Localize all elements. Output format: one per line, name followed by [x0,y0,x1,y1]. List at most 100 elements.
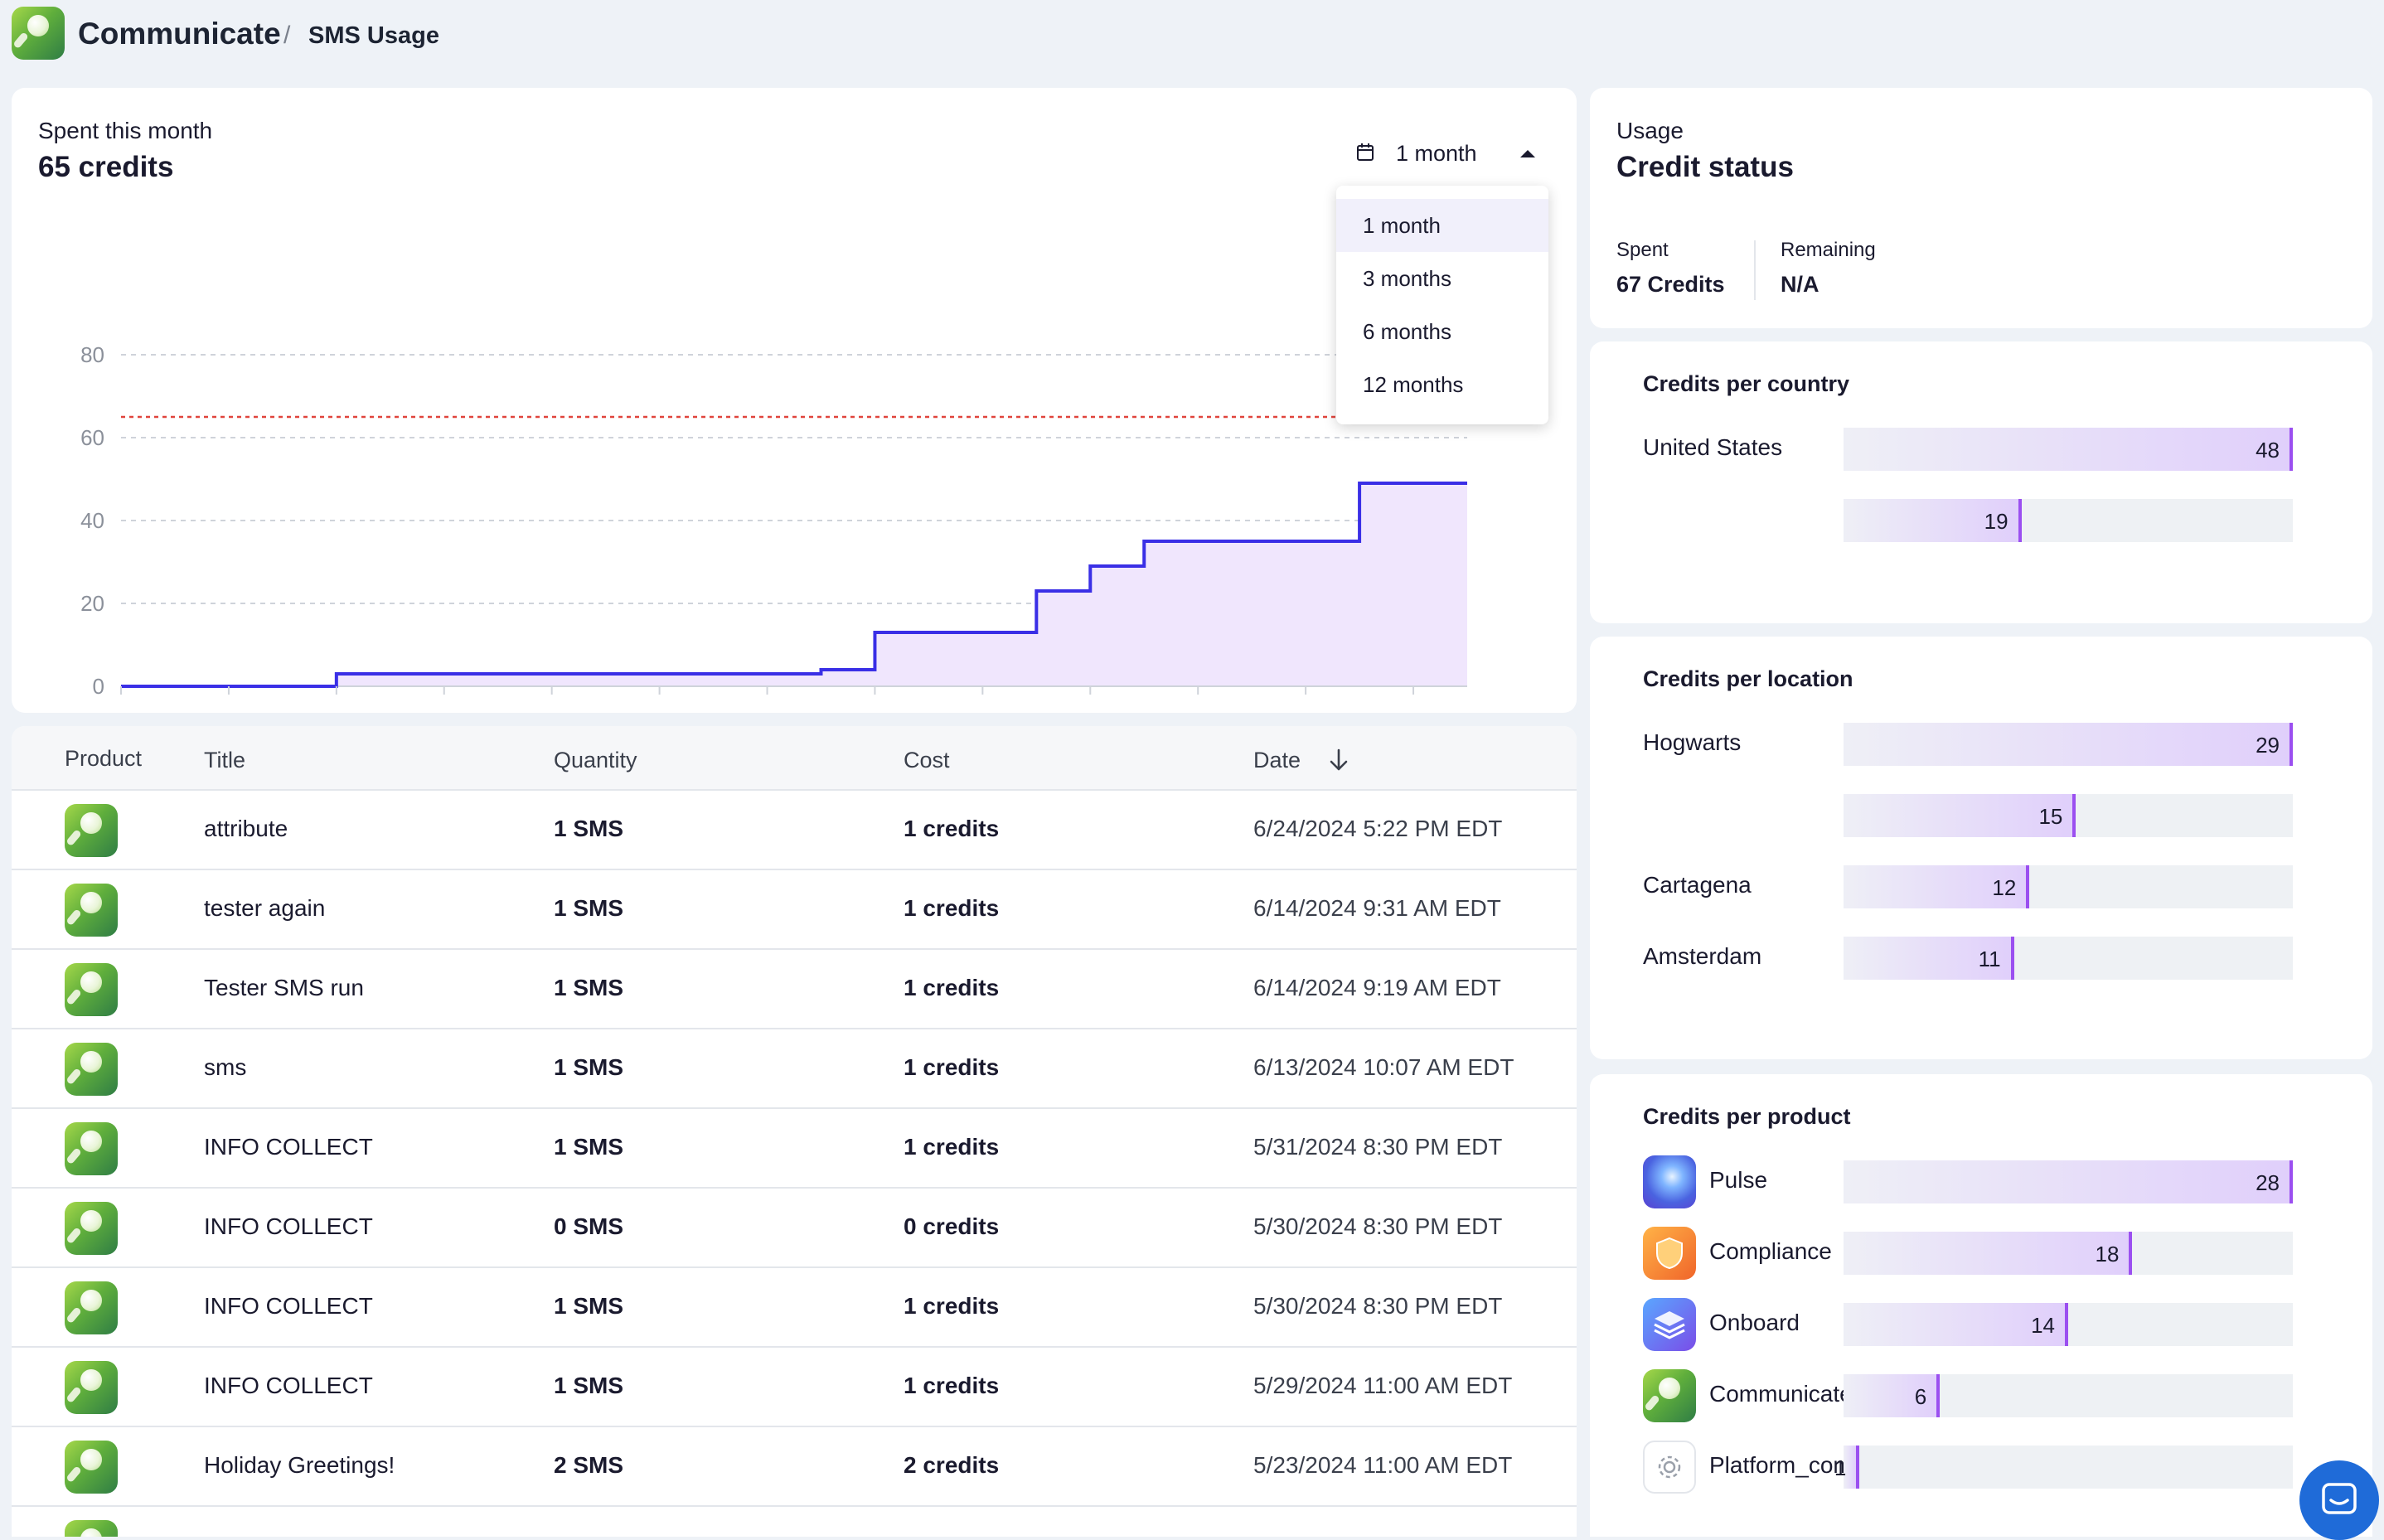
communicate-app-icon[interactable] [12,7,65,60]
table-row[interactable] [12,1505,1577,1537]
location-value: 11 [1978,947,2001,971]
x-tick-label: 06/03 [201,700,255,701]
period-option-12-months[interactable]: 12 months [1363,372,1464,397]
col-header-date[interactable]: Date [1253,748,1301,772]
x-tick-label: 06/21 [1171,700,1225,701]
row-quantity: 1 SMS [554,895,624,921]
period-option-6-months[interactable]: 6 months [1363,319,1451,344]
row-date: 6/14/2024 9:31 AM EDT [1253,895,1501,921]
gear-icon [1643,1441,1696,1494]
row-title: INFO COLLECT [204,1213,373,1239]
breadcrumb-separator: / [283,22,291,49]
product-bar-track: 18 [1844,1232,2293,1275]
country-bar-track: 48 [1844,428,2293,471]
location-bar-fill [1844,723,2293,766]
row-date: 5/29/2024 11:00 AM EDT [1253,1373,1513,1398]
row-quantity: 1 SMS [554,1054,624,1080]
compliance-icon [1643,1227,1696,1280]
row-title: INFO COLLECT [204,1134,373,1160]
product-bar-track: 28 [1844,1160,2293,1203]
table-row[interactable]: tester again 1 SMS 1 credits 6/14/2024 9:31… [12,869,1577,948]
table-row[interactable]: INFO COLLECT 1 SMS 1 credits 5/30/2024 8:30… [12,1266,1577,1346]
table-row[interactable]: INFO COLLECT 1 SMS 1 credits 5/29/2024 11:0… [12,1346,1577,1426]
table-row[interactable]: Holiday Greetings! 2 SMS 2 credits 5/23/202… [12,1426,1577,1505]
x-tick-label: 06/15 [848,700,902,701]
communicate-product-icon [65,963,118,1016]
communicate-product-icon [65,1122,118,1175]
row-title: sms [204,1054,247,1080]
credits-per-product-title: Credits per product [1643,1104,1851,1129]
table-header-row [12,726,1577,789]
row-date: 5/31/2024 8:30 PM EDT [1253,1134,1503,1160]
y-tick-label: 20 [80,591,104,616]
x-tick-label: 06/01 [94,700,148,701]
credits-per-location-title: Credits per location [1643,666,1853,691]
location-bar-track: 15 [1844,794,2293,837]
product-bar-fill [1844,1374,1941,1417]
usage-chart: 0 20 40 60 80 06/01 06/03 06/05 06/07 06/09 06/11 0… [80,342,1467,701]
product-label: Pulse [1709,1167,1768,1193]
row-cost: 1 credits [904,1373,1000,1398]
table-row[interactable]: Tester SMS run 1 SMS 1 credits 6/14/2024 9:… [12,948,1577,1028]
row-cost: 0 credits [904,1213,1000,1239]
location-value: 15 [2038,804,2063,829]
table-row[interactable]: sms 1 SMS 1 credits 6/13/2024 10:07 AM EDT [12,1028,1577,1107]
chat-widget-button[interactable] [2299,1460,2379,1540]
product-bar-fill [1844,1160,2293,1203]
y-tick-label: 40 [80,508,104,533]
credit-status-title: Credit status [1616,151,1794,183]
spent-value: 65 credits [38,151,174,183]
table-row[interactable]: INFO COLLECT 0 SMS 0 credits 5/30/2024 8:30… [12,1187,1577,1266]
row-cost: 1 credits [904,1293,1000,1319]
pulse-icon [1643,1155,1696,1208]
period-option-3-months[interactable]: 3 months [1363,266,1451,291]
row-quantity: 1 SMS [554,1134,624,1160]
series-area [121,483,1467,686]
location-label: Amsterdam [1643,943,1762,969]
row-title: INFO COLLECT [204,1293,373,1319]
row-cost: 1 credits [904,1054,1000,1080]
remaining-stat-value: N/A [1781,272,1819,297]
y-tick-label: 60 [80,425,104,450]
row-title: Tester SMS run [204,975,364,1000]
row-cost: 2 credits [904,1452,1000,1478]
x-tick-label: 06/19 [1064,700,1117,701]
country-bar-fill [1844,428,2293,471]
sort-arrow-down-icon[interactable] [1328,748,1349,772]
location-label: Hogwarts [1643,729,1742,755]
credit-status-card: Usage Credit status Spent 67 Credits Rem… [1590,88,2372,328]
spent-chart-card: Spent this month 65 credits 1 month 0 20 4… [12,88,1577,713]
table-row[interactable]: INFO COLLECT 1 SMS 1 credits 5/31/2024 8:30… [12,1107,1577,1187]
location-bar-fill [1844,937,2014,980]
series-line [121,482,1467,688]
app-name[interactable]: Communicate [78,17,281,51]
period-select-value: 1 month [1396,141,1477,166]
row-date: 5/30/2024 8:30 PM EDT [1253,1213,1503,1239]
x-tick-label: 06/13 [740,700,794,701]
location-bar-fill [1844,794,2076,837]
product-bar-fill [1844,1303,2068,1346]
row-title: tester again [204,895,326,921]
y-tick-label: 80 [80,342,104,367]
country-value: 19 [1984,509,2008,534]
x-tick-label: 06/11 [633,700,686,701]
location-value: 29 [2256,733,2280,758]
row-quantity: 0 SMS [554,1213,624,1239]
row-date: 5/30/2024 8:30 PM EDT [1253,1293,1503,1319]
product-value: 28 [2256,1170,2280,1195]
period-option-1-month[interactable]: 1 month [1336,199,1548,252]
period-select[interactable]: 1 month [1356,134,1548,174]
table-row[interactable]: attribute 1 SMS 1 credits 6/24/2024 5:22 PM… [12,789,1577,869]
x-tick-label: 06/23 [1279,700,1333,701]
x-tick-label: 06/25 [1387,700,1441,701]
product-value: 1 [1834,1455,1847,1480]
spent-stat-label: Spent [1616,239,1669,261]
location-bar-track: 29 [1844,723,2293,766]
x-tick-label: 06/09 [525,700,579,701]
country-label: United States [1643,434,1783,460]
communicate-product-icon [65,1281,118,1334]
product-value: 6 [1914,1384,1927,1409]
row-title: INFO COLLECT [204,1373,373,1398]
col-header-title: Title [204,748,246,772]
chat-icon [2322,1483,2357,1514]
